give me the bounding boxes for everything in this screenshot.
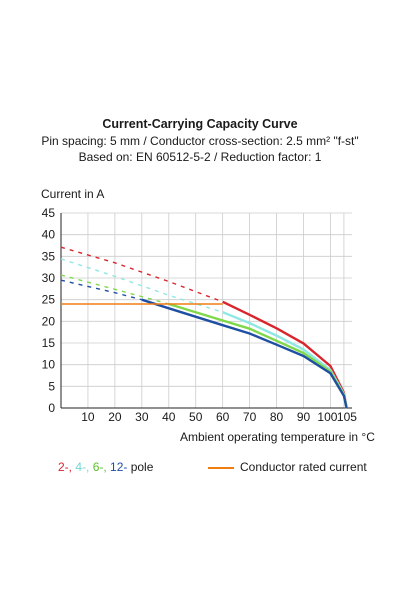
y-tick-label: 45: [42, 206, 56, 220]
legend-pole-text: pole: [127, 460, 154, 474]
x-tick-label: 40: [162, 410, 176, 424]
series-pole12-solid: [141, 298, 348, 409]
x-tick-label: 90: [297, 410, 311, 424]
series-pole4-dashed: [60, 258, 223, 313]
legend-sep: ,: [86, 460, 93, 474]
x-tick-label: 80: [270, 410, 284, 424]
legend-pole-6: 6-: [92, 460, 104, 474]
pole-legend: 2-, 4-, 6-, 12- pole: [58, 460, 153, 474]
legend-pole-12: 12-: [110, 460, 128, 474]
y-tick-label: 35: [42, 249, 56, 263]
chart-subtitle-1: Pin spacing: 5 mm / Conductor cross-sect…: [41, 134, 359, 148]
series-pole12-dashed: [60, 279, 142, 301]
legend-rated-label: Conductor rated current: [240, 460, 367, 474]
legend-pole-4: 4-: [75, 460, 87, 474]
y-tick-label: 20: [42, 314, 56, 328]
x-tick-label: 70: [243, 410, 257, 424]
chart-title: Current-Carrying Capacity Curve: [102, 117, 298, 131]
x-tick-label: 100: [317, 410, 337, 424]
chart-subtitle-2: Based on: EN 60512-5-2 / Reduction facto…: [78, 150, 322, 164]
rated-legend: Conductor rated current: [208, 460, 367, 474]
y-tick-label: 15: [42, 336, 56, 350]
y-tick-label: 25: [42, 293, 56, 307]
series-pole6-dashed: [60, 274, 169, 305]
x-tick-label: 30: [135, 410, 149, 424]
y-axis-label: Current in A: [41, 187, 105, 201]
y-tick-label: 0: [48, 401, 55, 415]
rated-current-swatch: [208, 466, 234, 469]
legend-sep: ,: [68, 460, 76, 474]
y-tick-label: 30: [42, 271, 56, 285]
y-tick-label: 40: [42, 228, 56, 242]
x-tick-label: 10: [81, 410, 95, 424]
x-tick-label: 20: [108, 410, 122, 424]
y-tick-label: 10: [42, 358, 56, 372]
legend-sep: ,: [103, 460, 111, 474]
x-tick-label: 105: [337, 410, 357, 424]
x-axis-label: Ambient operating temperature in °C: [180, 430, 375, 444]
series-pole2-dashed: [60, 246, 223, 303]
legend-pole-2: 2-: [58, 460, 69, 474]
x-tick-label: 60: [216, 410, 230, 424]
x-tick-label: 50: [189, 410, 203, 424]
y-tick-label: 5: [48, 379, 55, 393]
series-pole2-solid: [222, 300, 348, 409]
